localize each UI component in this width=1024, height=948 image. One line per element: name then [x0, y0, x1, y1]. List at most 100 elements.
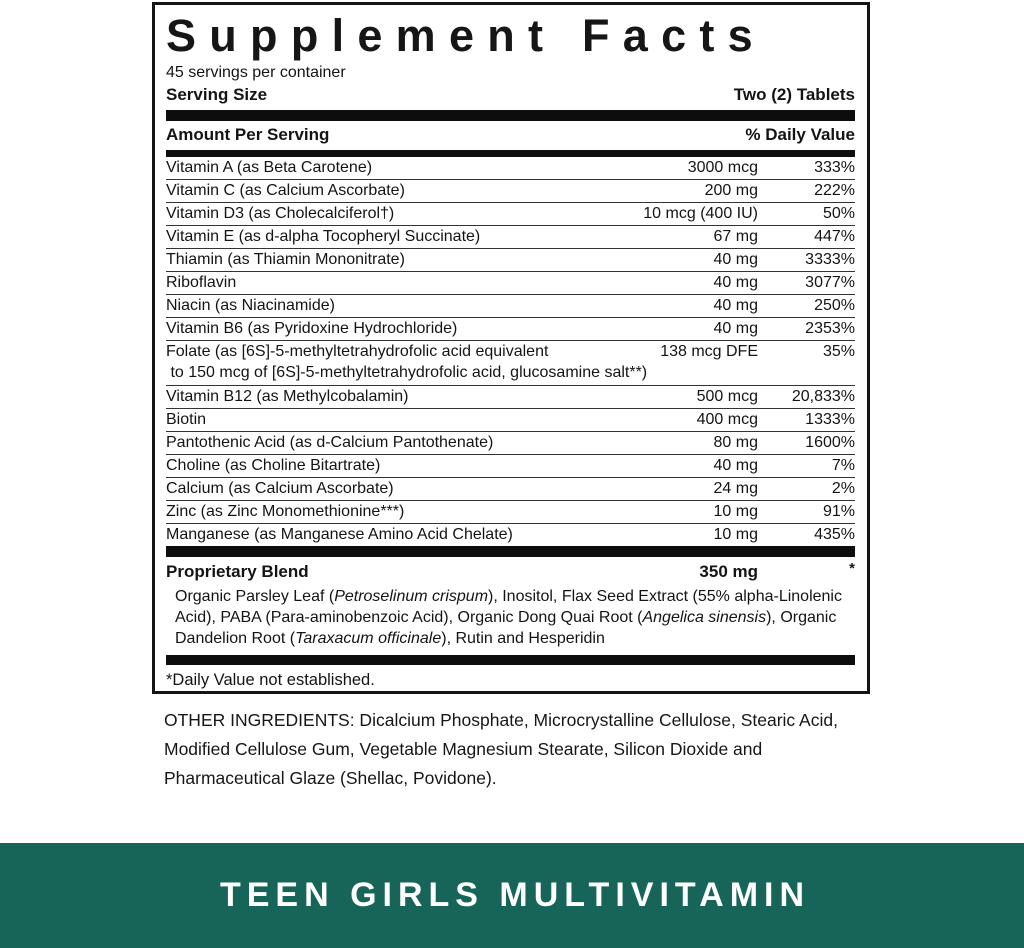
- nutrient-row: Zinc (as Zinc Monomethionine***) 10 mg 9…: [166, 501, 855, 524]
- nutrient-daily-value: 7%: [831, 457, 855, 474]
- nutrient-amount: 40 mg: [713, 274, 758, 291]
- nutrient-row: Vitamin B6 (as Pyridoxine Hydrochloride)…: [166, 318, 855, 341]
- blend-species-name-italic: Angelica sinensis: [642, 609, 767, 626]
- nutrient-daily-value: 1600%: [805, 434, 855, 451]
- nutrient-daily-value: 447%: [814, 228, 855, 245]
- amount-per-serving-header: Amount Per Serving: [166, 125, 330, 144]
- serving-size-row: Serving Size Two (2) Tablets: [166, 83, 855, 110]
- nutrient-row: Vitamin C (as Calcium Ascorbate) 200 mg …: [166, 180, 855, 203]
- panel-title: Supplement Facts: [166, 10, 766, 61]
- nutrient-daily-value: 333%: [814, 159, 855, 176]
- nutrient-daily-value: 3077%: [805, 274, 855, 291]
- nutrient-daily-value: 435%: [814, 526, 855, 543]
- nutrient-row: Biotin 400 mcg 1333%: [166, 409, 855, 432]
- serving-size-label: Serving Size: [166, 85, 268, 104]
- nutrient-daily-value: 3333%: [805, 251, 855, 268]
- nutrient-name: Niacin (as Niacinamide): [166, 297, 335, 314]
- product-banner-text: TEEN GIRLS MULTIVITAMIN: [219, 876, 811, 914]
- nutrient-row: Calcium (as Calcium Ascorbate) 24 mg 2%: [166, 478, 855, 501]
- nutrient-name: Riboflavin: [166, 274, 237, 291]
- nutrient-daily-value: 222%: [814, 182, 855, 199]
- divider-bar-thick: [166, 546, 855, 557]
- daily-value-header: % Daily Value: [745, 125, 855, 144]
- nutrient-row: Choline (as Choline Bitartrate) 40 mg 7%: [166, 455, 855, 478]
- nutrient-amount: 138 mcg DFE: [660, 343, 758, 360]
- product-banner: TEEN GIRLS MULTIVITAMIN: [0, 843, 1024, 948]
- nutrient-row: Riboflavin 40 mg 3077%: [166, 272, 855, 295]
- nutrient-name: Manganese (as Manganese Amino Acid Chela…: [166, 526, 513, 543]
- other-ingredients-text: OTHER INGREDIENTS: Dicalcium Phosphate, …: [164, 710, 838, 788]
- nutrient-row-line: Biotin 400 mcg 1333%: [166, 409, 855, 431]
- blend-description-text: Organic Parsley Leaf (: [175, 588, 335, 605]
- nutrient-amount: 200 mg: [704, 182, 758, 199]
- nutrient-row-line: Vitamin B6 (as Pyridoxine Hydrochloride)…: [166, 318, 855, 340]
- blend-amount: 350 mg: [699, 562, 758, 581]
- nutrient-amount: 500 mcg: [696, 388, 758, 405]
- nutrient-name: Vitamin B12 (as Methylcobalamin): [166, 388, 409, 405]
- nutrient-amount: 10 mg: [713, 526, 758, 543]
- nutrient-row-line: Vitamin D3 (as Cholecalciferol†) 10 mcg …: [166, 203, 855, 225]
- nutrient-daily-value: 1333%: [805, 411, 855, 428]
- nutrient-row: Niacin (as Niacinamide) 40 mg 250%: [166, 295, 855, 318]
- nutrient-row-line: Thiamin (as Thiamin Mononitrate) 40 mg 3…: [166, 249, 855, 271]
- nutrient-amount: 10 mcg (400 IU): [643, 205, 758, 222]
- nutrient-name: Calcium (as Calcium Ascorbate): [166, 480, 394, 497]
- nutrient-row: Thiamin (as Thiamin Mononitrate) 40 mg 3…: [166, 249, 855, 272]
- nutrient-name: Vitamin B6 (as Pyridoxine Hydrochloride): [166, 320, 458, 337]
- nutrient-name: Vitamin E (as d-alpha Tocopheryl Succina…: [166, 228, 481, 245]
- nutrient-row-line: Folate (as [6S]-5-methyltetrahydrofolic …: [166, 341, 855, 363]
- blend-description-text: ), Inositol, Flax Seed Extract (55% alph…: [175, 588, 842, 626]
- divider-bar-medium: [166, 150, 855, 157]
- nutrient-name-line2: to 150 mcg of [6S]-5-methyltetrahydrofol…: [166, 364, 648, 381]
- nutrient-name: Vitamin C (as Calcium Ascorbate): [166, 182, 405, 199]
- nutrient-row-line: Vitamin C (as Calcium Ascorbate) 200 mg …: [166, 180, 855, 202]
- supplement-facts-panel: Supplement Facts 45 servings per contain…: [152, 2, 870, 694]
- nutrient-row-line: Vitamin A (as Beta Carotene) 3000 mcg 33…: [166, 157, 855, 179]
- blend-species-name-italic: Petroselinum crispum: [334, 588, 489, 605]
- column-header-row: Amount Per Serving % Daily Value: [166, 121, 855, 150]
- blend-species-name-italic: Taraxacum officinale: [295, 630, 442, 647]
- nutrient-daily-value: 50%: [822, 205, 855, 222]
- nutrient-daily-value: 35%: [822, 343, 855, 360]
- nutrient-amount: 40 mg: [713, 457, 758, 474]
- nutrient-row: Vitamin A (as Beta Carotene) 3000 mcg 33…: [166, 157, 855, 180]
- nutrient-name: Folate (as [6S]-5-methyltetrahydrofolic …: [166, 343, 549, 360]
- divider-bar-bottom: [166, 655, 855, 665]
- divider-bar-thick: [166, 110, 855, 121]
- nutrient-row: Vitamin E (as d-alpha Tocopheryl Succina…: [166, 226, 855, 249]
- nutrient-amount: 40 mg: [713, 320, 758, 337]
- nutrient-row-line: Niacin (as Niacinamide) 40 mg 250%: [166, 295, 855, 317]
- nutrient-row-line: Choline (as Choline Bitartrate) 40 mg 7%: [166, 455, 855, 477]
- nutrient-row-line: Vitamin B12 (as Methylcobalamin) 500 mcg…: [166, 386, 855, 408]
- nutrient-daily-value: 91%: [822, 503, 855, 520]
- blend-description-text: ), Organic Dandelion Root (: [175, 609, 837, 647]
- nutrient-name: Vitamin A (as Beta Carotene): [166, 159, 373, 176]
- nutrient-amount: 3000 mcg: [687, 159, 758, 176]
- daily-value-footnote: *Daily Value not established.: [166, 671, 375, 689]
- nutrient-amount: 67 mg: [713, 228, 758, 245]
- nutrient-row: Vitamin B12 (as Methylcobalamin) 500 mcg…: [166, 386, 855, 409]
- nutrient-daily-value: 250%: [814, 297, 855, 314]
- nutrient-name: Biotin: [166, 411, 207, 428]
- nutrient-row-line: Pantothenic Acid (as d-Calcium Pantothen…: [166, 432, 855, 454]
- nutrient-daily-value: 2%: [831, 480, 855, 497]
- nutrient-name: Zinc (as Zinc Monomethionine***): [166, 503, 405, 520]
- nutrient-row: Manganese (as Manganese Amino Acid Chela…: [166, 524, 855, 546]
- servings-per-container: 45 servings per container: [166, 64, 346, 81]
- blend-daily-value-asterisk: *: [849, 560, 855, 577]
- blend-description: Organic Parsley Leaf (Petroselinum crisp…: [166, 585, 855, 655]
- serving-size-value: Two (2) Tablets: [733, 85, 855, 104]
- proprietary-blend-row: Proprietary Blend 350 mg *: [166, 557, 855, 585]
- nutrient-row-line: Vitamin E (as d-alpha Tocopheryl Succina…: [166, 226, 855, 248]
- nutrient-name: Pantothenic Acid (as d-Calcium Pantothen…: [166, 434, 494, 451]
- nutrient-name: Vitamin D3 (as Cholecalciferol†): [166, 205, 395, 222]
- nutrient-name: Thiamin (as Thiamin Mononitrate): [166, 251, 405, 268]
- nutrient-row-line: Manganese (as Manganese Amino Acid Chela…: [166, 524, 855, 546]
- nutrient-row: Vitamin D3 (as Cholecalciferol†) 10 mcg …: [166, 203, 855, 226]
- nutrient-amount: 40 mg: [713, 251, 758, 268]
- nutrient-daily-value: 20,833%: [791, 388, 855, 405]
- nutrient-name: Choline (as Choline Bitartrate): [166, 457, 381, 474]
- nutrient-amount: 24 mg: [713, 480, 758, 497]
- nutrient-amount: 10 mg: [713, 503, 758, 520]
